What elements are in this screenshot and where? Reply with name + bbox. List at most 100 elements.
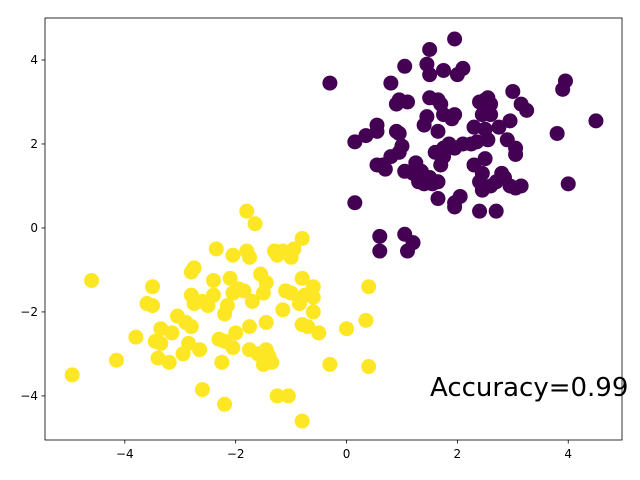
point <box>294 230 310 246</box>
point <box>447 107 463 123</box>
point <box>361 279 377 295</box>
point <box>183 319 199 335</box>
point <box>145 279 161 295</box>
point <box>436 62 452 78</box>
point <box>469 134 485 150</box>
point <box>560 176 576 192</box>
point <box>242 319 258 335</box>
annotation: Accuracy=0.99 <box>430 373 628 403</box>
point <box>300 319 316 335</box>
point <box>145 298 161 314</box>
point <box>186 260 202 276</box>
point <box>181 335 197 351</box>
point <box>205 287 221 303</box>
point <box>377 161 393 177</box>
point <box>64 367 80 383</box>
point <box>84 272 100 288</box>
point <box>305 289 321 305</box>
x-tick-label: −2 <box>227 447 245 461</box>
point <box>269 388 285 404</box>
point <box>391 125 407 141</box>
point <box>286 241 302 257</box>
point <box>217 396 233 412</box>
y-tick-label: 2 <box>30 137 38 151</box>
y-tick-label: 4 <box>30 53 38 67</box>
point <box>502 113 518 129</box>
point <box>399 243 415 259</box>
point <box>466 119 482 135</box>
point <box>219 298 235 314</box>
point <box>128 329 144 345</box>
point <box>388 96 404 112</box>
point <box>236 283 252 299</box>
axes-frame <box>44 17 623 441</box>
point <box>275 302 291 318</box>
point <box>280 388 296 404</box>
point <box>513 178 529 194</box>
x-tick-label: 4 <box>564 447 572 461</box>
point <box>305 279 321 295</box>
point <box>383 75 399 91</box>
point <box>483 96 499 112</box>
point <box>480 132 496 148</box>
point <box>472 203 488 219</box>
y-tick-label: −4 <box>20 389 38 403</box>
point <box>430 123 446 139</box>
point <box>322 75 338 91</box>
point <box>372 243 388 259</box>
point <box>358 128 374 144</box>
point <box>205 272 221 288</box>
point <box>397 58 413 74</box>
point <box>519 102 535 118</box>
point <box>422 67 438 83</box>
point <box>239 203 255 219</box>
point <box>164 325 180 341</box>
point <box>505 83 521 99</box>
point <box>244 293 260 309</box>
point <box>491 119 507 135</box>
point <box>225 247 241 263</box>
point <box>305 304 321 320</box>
point <box>255 356 271 372</box>
point <box>555 81 571 97</box>
point <box>372 228 388 244</box>
point <box>109 352 125 368</box>
point <box>447 199 463 215</box>
point <box>294 270 310 286</box>
point <box>430 174 446 190</box>
point <box>225 340 241 356</box>
x-tick-label: 2 <box>454 447 462 461</box>
point <box>347 195 363 211</box>
point <box>192 342 208 358</box>
point <box>153 335 169 351</box>
point <box>488 203 504 219</box>
point <box>322 356 338 372</box>
point <box>447 31 463 47</box>
point <box>549 125 565 141</box>
point <box>222 270 238 286</box>
point <box>339 321 355 337</box>
point <box>294 413 310 429</box>
point <box>588 113 604 129</box>
point <box>194 382 210 398</box>
x-tick-label: −4 <box>116 447 134 461</box>
point <box>283 285 299 301</box>
point <box>419 109 435 125</box>
point <box>208 241 224 257</box>
point <box>242 249 258 265</box>
point <box>477 151 493 167</box>
point <box>508 146 524 162</box>
point <box>361 359 377 375</box>
point <box>228 325 244 341</box>
point <box>449 67 465 83</box>
point <box>161 354 177 370</box>
point <box>422 41 438 57</box>
point <box>258 314 274 330</box>
point <box>347 134 363 150</box>
point <box>258 275 274 291</box>
point <box>394 138 410 154</box>
point <box>430 191 446 207</box>
points <box>64 31 604 429</box>
point <box>358 312 374 328</box>
